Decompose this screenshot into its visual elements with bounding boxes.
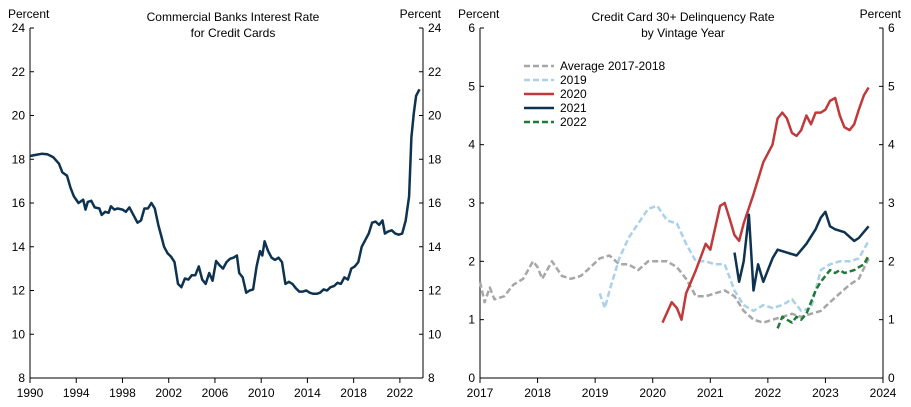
y-tick-label-right: 16 <box>428 196 442 210</box>
y-unit-label-left: Percent <box>8 7 50 21</box>
chart-title: Credit Card 30+ Delinquency Rate <box>591 10 774 24</box>
y-tick-label-right: 4 <box>888 138 895 152</box>
y-tick-label-left: 14 <box>12 240 26 254</box>
y-tick-label-left: 22 <box>12 65 26 79</box>
y-tick-label-right: 0 <box>888 371 895 385</box>
y-tick-label-right: 20 <box>428 109 442 123</box>
x-tick-label: 1990 <box>17 386 44 400</box>
x-tick-label: 2024 <box>870 386 897 400</box>
y-tick-label-left: 3 <box>468 196 475 210</box>
x-tick-label: 1994 <box>63 386 90 400</box>
y-tick-label-left: 0 <box>468 371 475 385</box>
y-tick-label-left: 24 <box>12 21 26 35</box>
y-tick-label-right: 14 <box>428 240 442 254</box>
y-unit-label-right: Percent <box>860 7 902 21</box>
legend-label: 2019 <box>560 73 587 87</box>
x-tick-label: 2022 <box>755 386 782 400</box>
y-tick-label-left: 4 <box>468 138 475 152</box>
y-unit-label-left: Percent <box>458 7 500 21</box>
x-tick-label: 2006 <box>202 386 229 400</box>
series-line-3 <box>733 210 870 292</box>
y-tick-label-right: 22 <box>428 65 442 79</box>
y-tick-label-left: 18 <box>12 152 26 166</box>
x-tick-label: 1998 <box>109 386 136 400</box>
legend-label: 2020 <box>560 87 587 101</box>
legend-label: 2022 <box>560 115 587 129</box>
y-tick-label-left: 10 <box>12 327 26 341</box>
y-tick-label-left: 20 <box>12 109 26 123</box>
x-tick-label: 2021 <box>697 386 724 400</box>
chart-subtitle: by Vintage Year <box>641 26 725 40</box>
series-line-0 <box>478 254 870 324</box>
x-tick-label: 2017 <box>467 386 494 400</box>
y-tick-label-right: 6 <box>888 21 895 35</box>
y-tick-label-left: 2 <box>468 254 475 268</box>
y-tick-label-left: 12 <box>12 284 26 298</box>
y-tick-label-right: 1 <box>888 313 895 327</box>
x-tick-label: 2014 <box>294 386 321 400</box>
chart-title: Commercial Banks Interest Rate <box>147 10 320 24</box>
y-tick-label-left: 16 <box>12 196 26 210</box>
y-tick-label-left: 1 <box>468 313 475 327</box>
legend-label: Average 2017-2018 <box>560 59 666 73</box>
x-tick-label: 2002 <box>155 386 182 400</box>
y-tick-label-right: 10 <box>428 327 442 341</box>
series-line-1 <box>598 204 870 313</box>
x-tick-label: 2023 <box>812 386 839 400</box>
series-line-0 <box>29 88 421 296</box>
y-unit-label-right: Percent <box>400 7 442 21</box>
x-tick-label: 2020 <box>639 386 666 400</box>
y-tick-label-left: 5 <box>468 79 475 93</box>
chart-subtitle: for Credit Cards <box>191 26 276 40</box>
y-tick-label-right: 2 <box>888 254 895 268</box>
y-tick-label-right: 24 <box>428 21 442 35</box>
x-tick-label: 2022 <box>387 386 414 400</box>
legend-label: 2021 <box>560 101 587 115</box>
y-tick-label-right: 12 <box>428 284 442 298</box>
y-tick-label-right: 18 <box>428 152 442 166</box>
y-tick-label-left: 6 <box>468 21 475 35</box>
x-tick-label: 2019 <box>582 386 609 400</box>
y-tick-label-right: 5 <box>888 79 895 93</box>
y-tick-label-right: 8 <box>428 371 435 385</box>
series-line-4 <box>776 254 870 329</box>
y-tick-label-left: 8 <box>18 371 25 385</box>
y-tick-label-right: 3 <box>888 196 895 210</box>
x-tick-label: 2018 <box>524 386 551 400</box>
x-tick-label: 2010 <box>248 386 275 400</box>
series-line-2 <box>661 86 870 324</box>
x-tick-label: 2018 <box>340 386 367 400</box>
